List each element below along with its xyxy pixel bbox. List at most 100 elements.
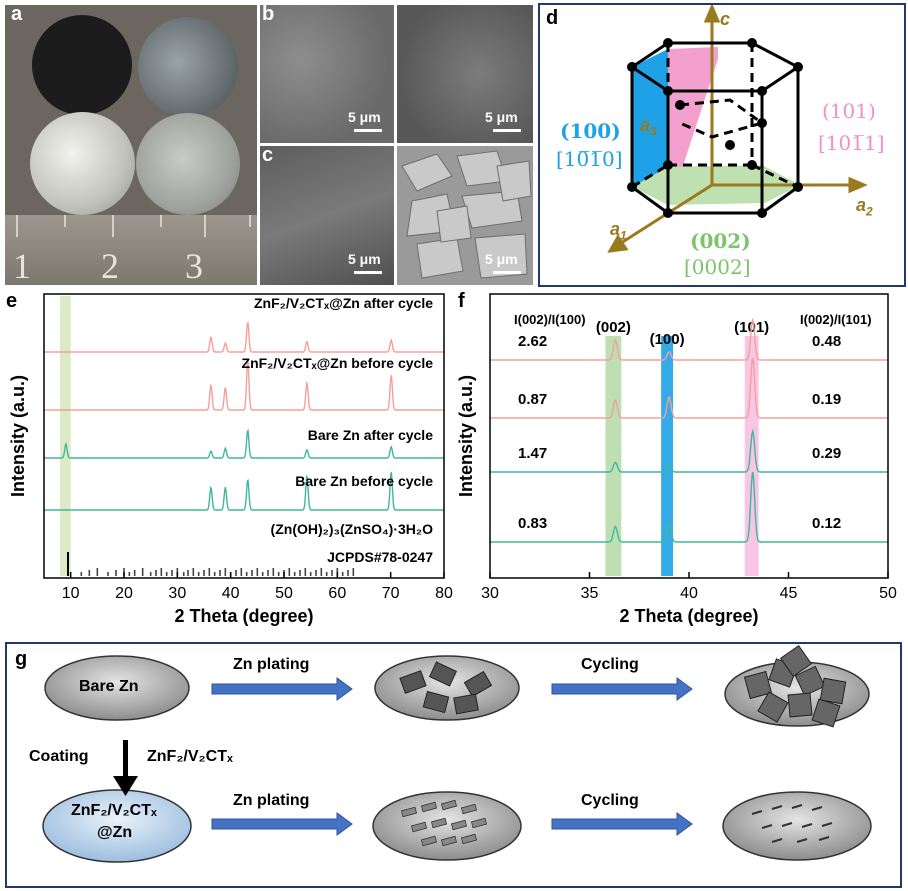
scale-bar-b-left — [354, 129, 382, 132]
axis-a2-text: a — [856, 195, 867, 215]
coated-zn-disc — [42, 789, 192, 863]
arrow-plating-bottom — [211, 812, 353, 836]
x-tick-label-f: 35 — [581, 585, 599, 602]
series-line-f-0 — [490, 317, 888, 361]
direction-101-label: [101̅1] — [818, 131, 885, 155]
xrd-panel-e: ZnF₂/V₂CTₓ@Zn after cycle ZnF₂/V₂CTₓ@Zn b… — [0, 288, 454, 638]
scale-bar-b-right — [493, 129, 521, 132]
plane-101-fill — [668, 47, 718, 181]
series-line-f-3 — [490, 471, 888, 543]
x-axis-label-e: 2 Theta (degree) — [174, 606, 313, 626]
series-line-e-2 — [44, 428, 444, 459]
series-line-f-2 — [490, 428, 888, 473]
cycled-disc-bottom — [722, 791, 872, 861]
coated-zn-label-line1: ZnF₂/V₂CTₓ — [71, 802, 157, 819]
sem-image-c-left: c 5 μm — [260, 146, 394, 285]
reference-label: (Zn(OH)₂)₃(ZnSO₄)·3H₂O — [271, 521, 434, 537]
arrow-plating-top — [211, 677, 353, 701]
series-label-e-2: Bare Zn after cycle — [308, 427, 433, 443]
direction-100-label: [10̅1̅0] — [556, 147, 623, 171]
scale-bar-c-right — [493, 271, 521, 274]
ratio-right-f-3: 0.12 — [812, 515, 841, 532]
arrow-coating-shaft — [123, 740, 128, 780]
axis-c-label: c — [720, 9, 731, 29]
arrow-coating-head — [113, 776, 138, 796]
axis-a3-label: a3 — [640, 115, 657, 139]
series-label-e-1: ZnF₂/V₂CTₓ@Zn before cycle — [242, 355, 434, 371]
ratio-left-f-1: 0.87 — [518, 391, 547, 408]
ruler-number-1: 1 — [13, 246, 31, 285]
ratio-left-f-3: 0.83 — [518, 515, 547, 532]
ratio-right-f-2: 0.29 — [812, 445, 841, 462]
cycling-label-bottom: Cycling — [581, 792, 639, 809]
reference-card: JCPDS#78-0247 — [327, 549, 433, 565]
plating-label-top: Zn plating — [233, 656, 310, 673]
series-line-e-1 — [44, 361, 444, 411]
plot-frame-e — [43, 293, 445, 579]
panel-letter-g: g — [15, 648, 28, 670]
x-tick-label-e: 10 — [62, 585, 80, 602]
y-axis-label-f: Intensity (a.u.) — [456, 375, 476, 497]
coating-label: Coating — [29, 748, 89, 765]
series-line-e-0 — [44, 320, 444, 353]
plating-schematic — [42, 644, 872, 863]
x-tick-label-f: 50 — [879, 585, 897, 602]
peak-band-label-f-1: (100) — [650, 331, 685, 348]
plane-002-label: (002) — [690, 229, 751, 253]
plating-label-bottom: Zn plating — [233, 792, 310, 809]
direction-002-label: [0002] — [684, 255, 751, 279]
x-tick-label-e: 20 — [115, 585, 133, 602]
bare-zn-label: Bare Zn — [79, 678, 139, 695]
sem-image-b-right: 5 μm — [397, 5, 533, 143]
hcp-unit-cell-diagram — [607, 3, 868, 253]
series-label-e-3: Bare Zn before cycle — [295, 473, 433, 489]
x-axis-label-f: 2 Theta (degree) — [619, 606, 758, 626]
silver-disc — [30, 112, 135, 215]
peak-band-f-1 — [661, 336, 674, 576]
xrd-panel-f: (002) (100) (101) 2.62 0.48 0.87 0.19 1.47 0.29 0… — [454, 288, 908, 638]
grey-disc — [138, 17, 238, 117]
flake-texture — [401, 150, 532, 279]
scale-label-b-right: 5 μm — [485, 109, 518, 125]
xrd-chart-e: ZnF₂/V₂CTₓ@Zn after cycle ZnF₂/V₂CTₓ@Zn b… — [8, 293, 453, 626]
arrow-cycling-bottom — [551, 812, 693, 836]
x-tick-label-f: 40 — [680, 585, 698, 602]
ratio-header-left: I(002)/I(100) — [514, 312, 586, 327]
xrd-chart-f: (002)(100)(101)2.62 0.480.87 0.191.47 0.290… — [456, 293, 897, 626]
scale-bar-c-left — [354, 271, 382, 274]
scale-label-b-left: 5 μm — [348, 109, 381, 125]
plane-101-label: (101) — [822, 99, 876, 123]
unit-cell-panel: d c a1 a2 a3 (100) [10̅1̅0] (101) [101̅1… — [538, 3, 906, 287]
frosted-disc — [136, 113, 240, 215]
panel-letter-f: f — [458, 290, 465, 312]
ruler-number-3: 3 — [185, 246, 203, 285]
peak-band-label-f-0: (002) — [596, 319, 631, 336]
sem-image-b-left: b 5 μm — [260, 5, 394, 143]
scale-label-c-left: 5 μm — [348, 251, 381, 267]
axis-a1-label: a1 — [610, 219, 627, 243]
panel-letter-a: a — [11, 5, 23, 25]
highlight-band-e — [60, 296, 71, 576]
plane-100-label: (100) — [560, 119, 621, 143]
x-tick-label-e: 50 — [275, 585, 293, 602]
cycling-label-top: Cycling — [581, 656, 639, 673]
x-tick-label-e: 60 — [328, 585, 346, 602]
coated-zn-label-line2: @Zn — [97, 824, 133, 841]
ruler: 1 2 3 — [5, 215, 257, 285]
axis-a1-subscript: 1 — [620, 228, 627, 243]
ratio-header-right: I(002)/I(101) — [800, 312, 872, 327]
ratio-left-f-2: 1.47 — [518, 445, 547, 462]
arrow-cycling-top — [551, 677, 693, 701]
ratio-right-f-1: 0.19 — [812, 391, 841, 408]
panel-letter-e: e — [6, 290, 18, 312]
coating-material-label: ZnF₂/V₂CTₓ — [147, 748, 233, 765]
sem-image-c-right: 5 μm — [397, 146, 533, 285]
x-tick-label-e: 70 — [382, 585, 400, 602]
x-tick-label-f: 30 — [481, 585, 499, 602]
peak-band-f-0 — [605, 336, 622, 576]
panel-letter-c: c — [262, 146, 274, 166]
y-axis-label-e: Intensity (a.u.) — [8, 375, 28, 497]
panel-letter-d: d — [546, 7, 559, 29]
electrode-photo: 1 2 3 a — [5, 5, 257, 285]
plated-disc-top — [374, 655, 520, 721]
